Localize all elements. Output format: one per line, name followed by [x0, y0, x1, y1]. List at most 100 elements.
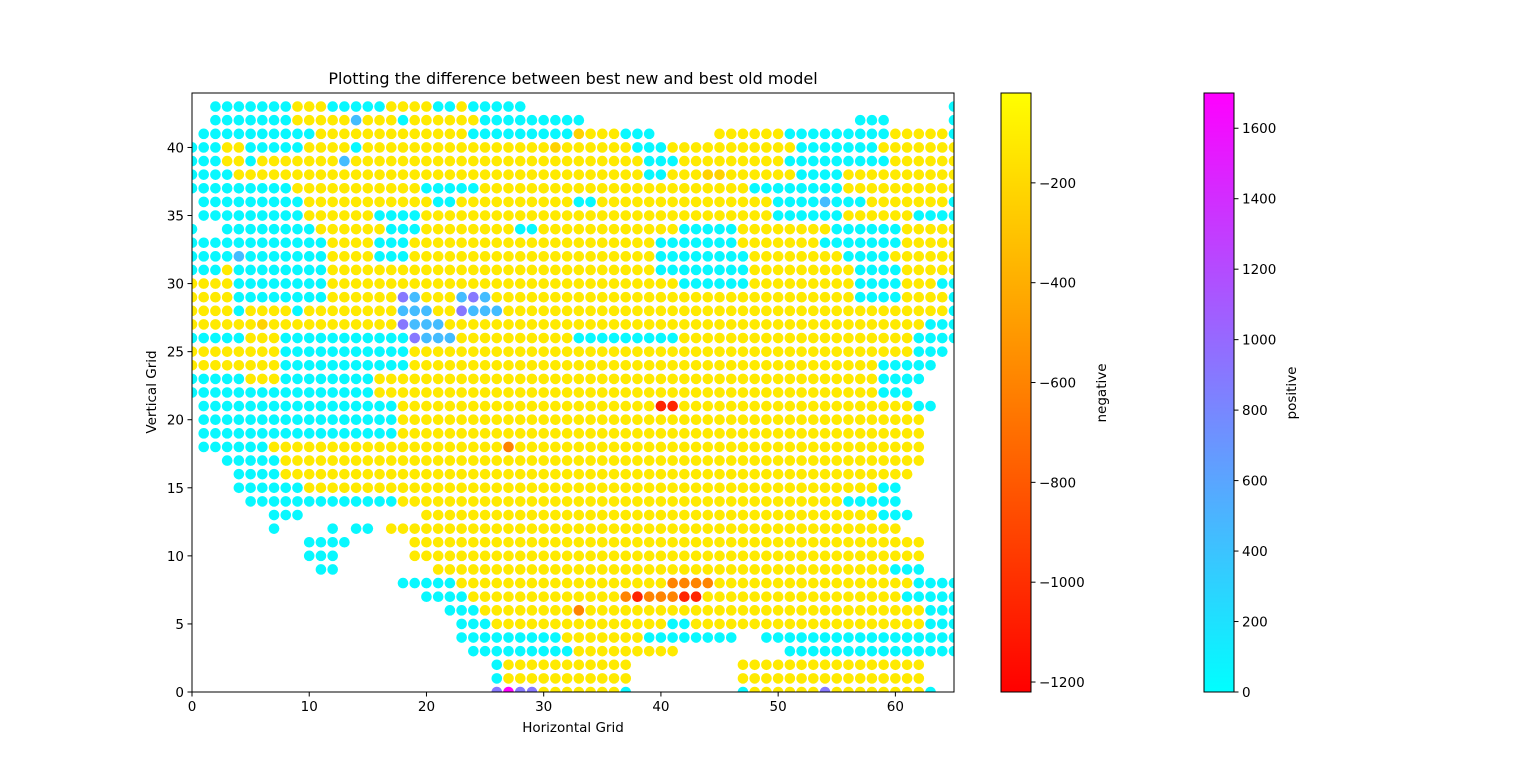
scatter-point — [667, 632, 678, 643]
scatter-point — [655, 237, 667, 249]
scatter-point — [514, 455, 526, 466]
scatter-point — [573, 142, 585, 153]
scatter-point — [772, 618, 784, 630]
scatter-point — [503, 550, 514, 562]
scatter-point — [761, 468, 772, 480]
scatter-point — [585, 305, 596, 317]
scatter-point — [479, 305, 491, 317]
scatter-point — [725, 210, 737, 221]
scatter-point — [479, 169, 491, 180]
scatter-point — [456, 468, 467, 480]
scatter-point — [854, 605, 866, 616]
scatter-point — [292, 155, 303, 167]
scatter-point — [526, 673, 538, 684]
scatter-point — [749, 564, 761, 575]
scatter-point — [561, 291, 573, 303]
scatter-point — [327, 155, 338, 167]
scatter-point — [268, 387, 280, 398]
scatter-point — [421, 441, 432, 453]
scatter-point — [866, 114, 878, 126]
scatter-point — [491, 645, 503, 657]
scatter-point — [714, 577, 725, 589]
scatter-point — [573, 346, 585, 357]
scatter-point — [655, 482, 667, 494]
scatter-point — [761, 536, 772, 548]
scatter-point — [831, 496, 843, 507]
scatter-point — [374, 468, 385, 480]
scatter-point — [538, 183, 549, 194]
scatter-point — [597, 577, 608, 589]
scatter-point — [432, 564, 444, 575]
scatter-point — [702, 346, 714, 357]
scatter-point — [526, 605, 538, 616]
scatter-point — [784, 278, 796, 289]
scatter-point — [479, 591, 491, 602]
scatter-point — [292, 196, 303, 208]
scatter-point — [385, 428, 397, 439]
scatter-point — [608, 686, 620, 692]
scatter-point — [737, 414, 749, 426]
scatter-point — [866, 142, 878, 153]
scatter-point — [843, 605, 854, 616]
scatter-point — [655, 618, 667, 630]
scatter-point — [397, 455, 409, 466]
scatter-point — [702, 169, 714, 180]
scatter-point — [468, 591, 479, 602]
scatter-point — [503, 305, 514, 317]
scatter-point — [409, 114, 421, 126]
scatter-point — [491, 183, 503, 194]
scatter-point — [479, 523, 491, 534]
scatter-point — [245, 305, 256, 317]
scatter-point — [749, 550, 761, 562]
scatter-point — [585, 509, 596, 521]
scatter-point — [725, 482, 737, 494]
scatter-point — [327, 387, 338, 398]
scatter-point — [327, 291, 338, 303]
scatter-point — [538, 128, 549, 140]
scatter-point — [397, 278, 409, 289]
scatter-point — [303, 251, 315, 262]
scatter-point — [784, 346, 796, 357]
scatter-point — [890, 291, 901, 303]
scatter-point — [268, 441, 280, 453]
scatter-point — [526, 291, 538, 303]
scatter-point — [772, 577, 784, 589]
scatter-point — [796, 332, 807, 344]
scatter-point — [421, 496, 432, 507]
colorbar-tick-label: −1000 — [1039, 575, 1085, 591]
scatter-point — [761, 291, 772, 303]
scatter-point — [280, 196, 292, 208]
scatter-point — [808, 645, 819, 657]
scatter-point — [210, 142, 221, 153]
scatter-point — [608, 210, 620, 221]
scatter-point — [597, 155, 608, 167]
scatter-point — [714, 264, 725, 276]
scatter-point — [608, 496, 620, 507]
scatter-point — [925, 319, 936, 330]
scatter-point — [550, 496, 561, 507]
scatter-point — [913, 441, 925, 453]
scatter-point — [432, 319, 444, 330]
scatter-point — [901, 319, 913, 330]
scatter-point — [632, 468, 643, 480]
scatter-point — [257, 319, 268, 330]
scatter-point — [925, 645, 936, 657]
scatter-point — [620, 142, 632, 153]
scatter-point — [643, 428, 655, 439]
scatter-point — [725, 564, 737, 575]
scatter-point — [233, 169, 245, 180]
scatter-point — [936, 210, 948, 221]
scatter-point — [901, 373, 913, 385]
scatter-point — [925, 278, 936, 289]
scatter-point — [374, 128, 385, 140]
scatter-point — [339, 387, 350, 398]
scatter-point — [948, 264, 954, 276]
scatter-point — [374, 210, 385, 221]
scatter-point — [339, 169, 350, 180]
scatter-point — [550, 659, 561, 671]
scatter-point — [632, 169, 643, 180]
scatter-point — [503, 251, 514, 262]
scatter-point — [890, 414, 901, 426]
scatter-point — [456, 414, 467, 426]
scatter-point — [491, 414, 503, 426]
